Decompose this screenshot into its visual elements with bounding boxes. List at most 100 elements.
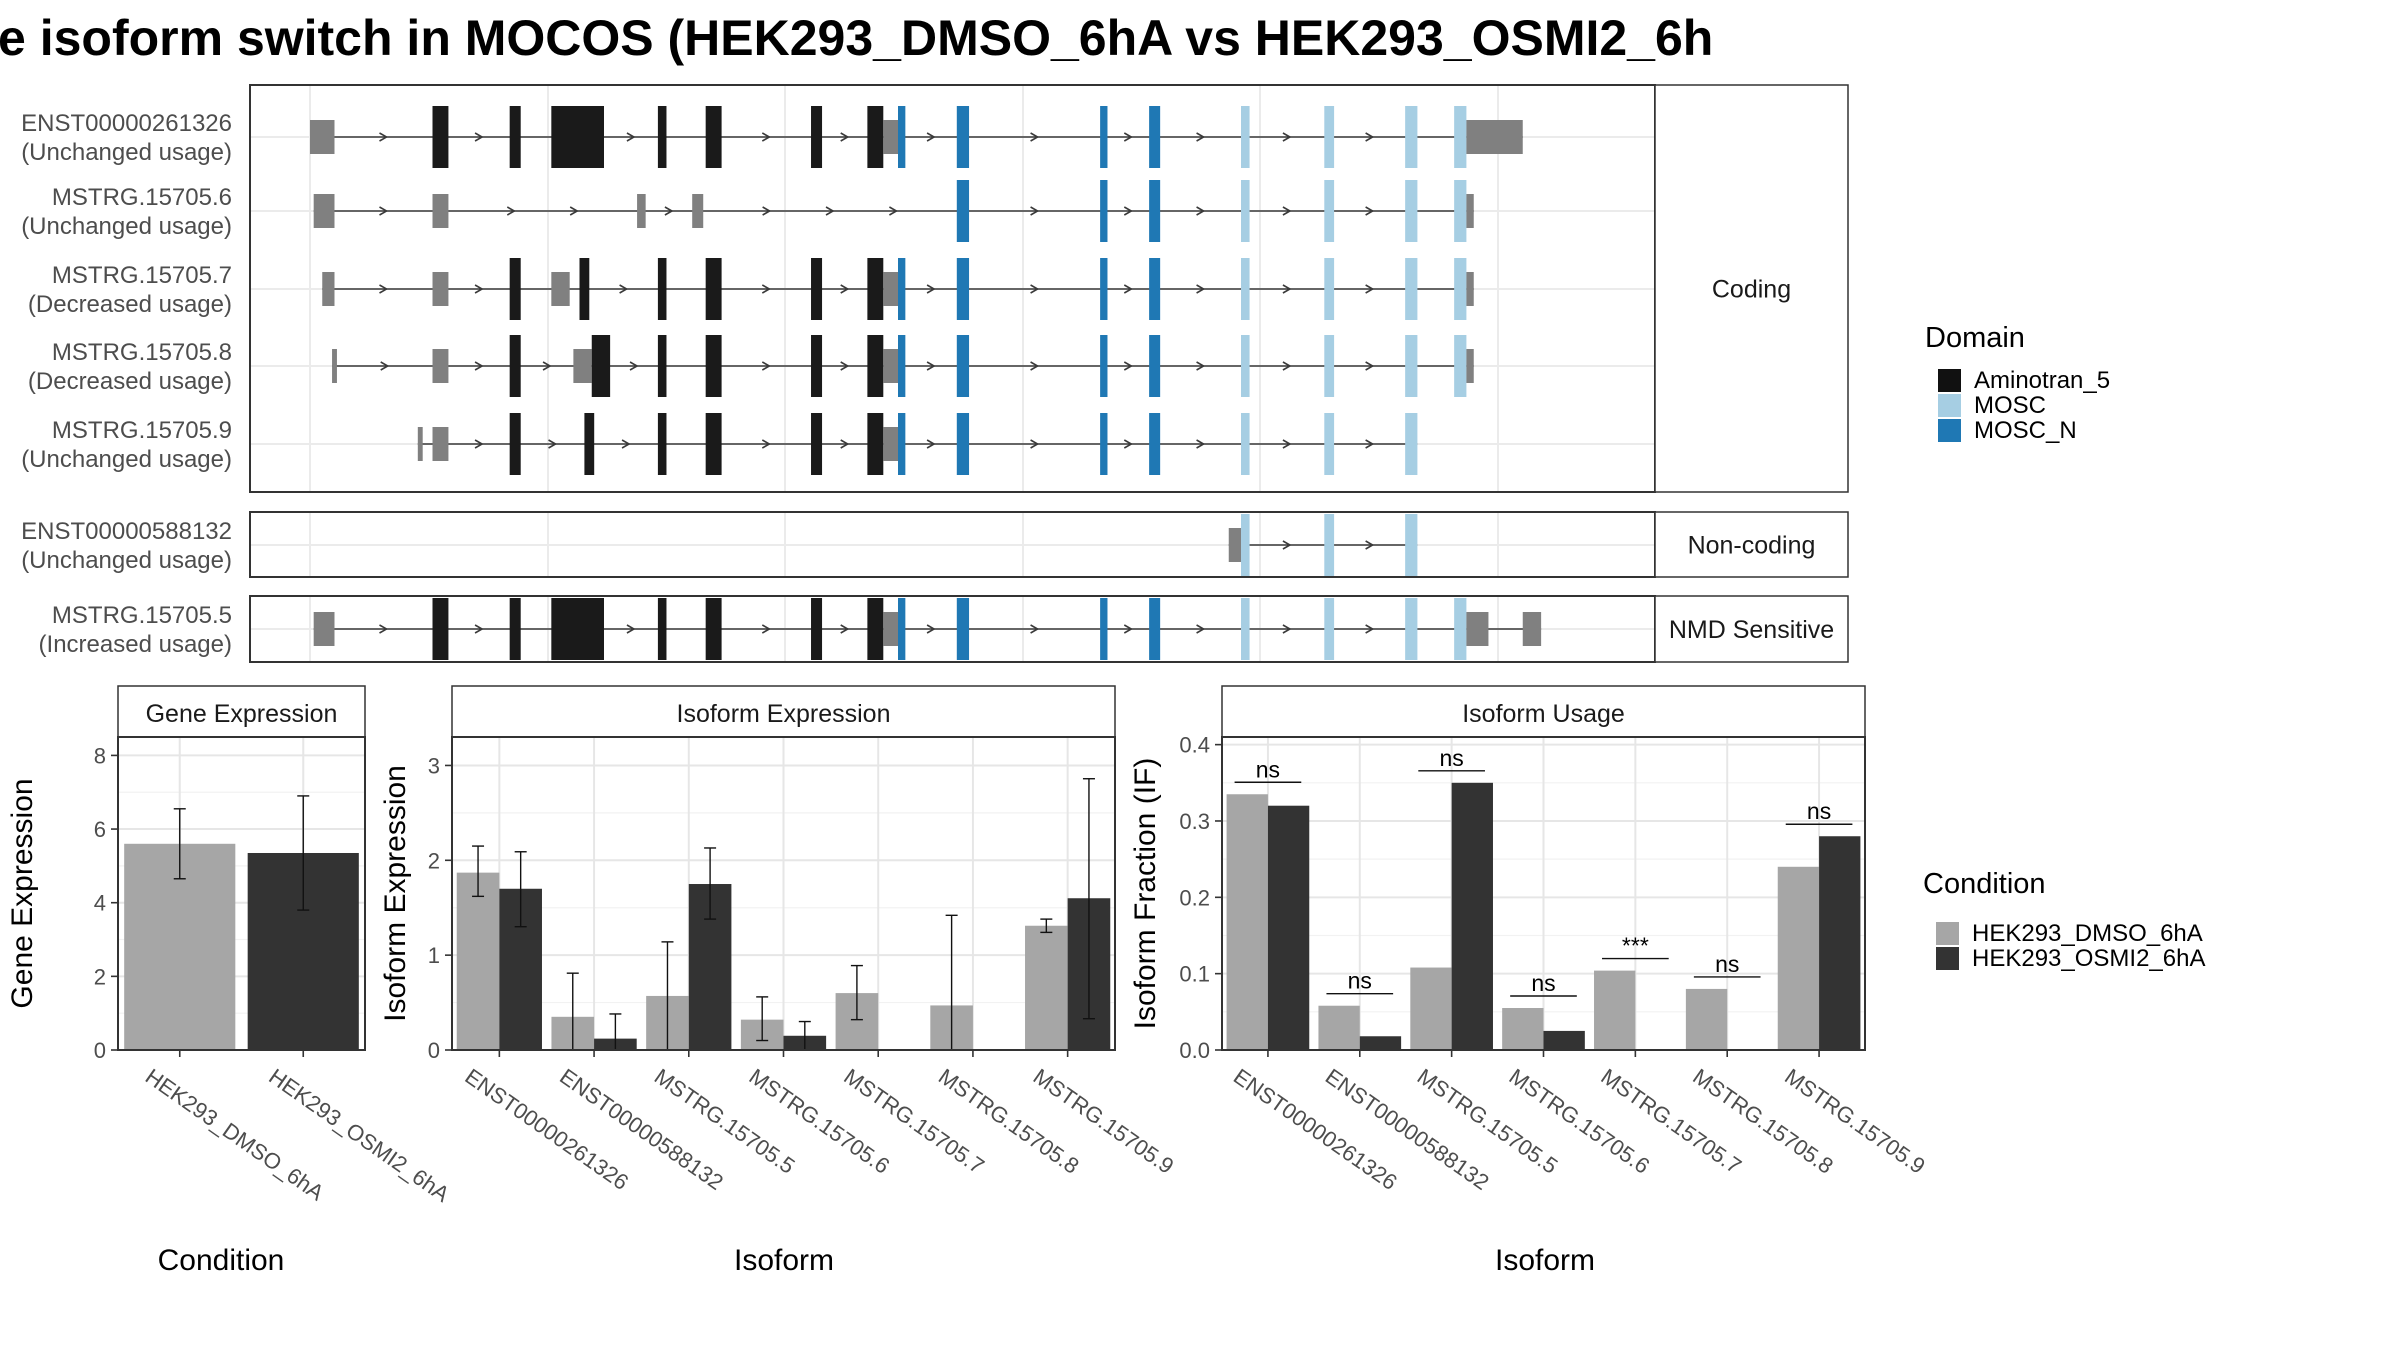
condition-legend-key-hek293-osmi2-6ha xyxy=(1936,947,1959,970)
bar-hek293-dmso-6ha xyxy=(1226,794,1268,1050)
chart-border xyxy=(1221,736,1866,1051)
cds-exon xyxy=(705,413,722,475)
intron-arrow xyxy=(926,439,936,449)
intron-arrow xyxy=(1030,206,1040,216)
x-tick-label: ENST00000261326 xyxy=(1229,1064,1402,1195)
bar-hek293-dmso-6ha xyxy=(456,872,500,1050)
intron-arrow xyxy=(761,284,771,294)
intron-arrow xyxy=(1365,284,1375,294)
domain-exon-mosc-n xyxy=(956,106,970,168)
domain-exon-mosc xyxy=(1324,335,1335,397)
cds-exon xyxy=(705,335,722,397)
domain-exon-mosc-n xyxy=(956,598,970,660)
domain-exon-mosc-n xyxy=(898,598,906,660)
transcript-id-label: MSTRG.15705.7 xyxy=(52,262,232,289)
domain-exon-mosc-n xyxy=(956,413,970,475)
transcript-usage-label: (Unchanged usage) xyxy=(21,446,232,473)
transcript-id-label: ENST00000261326 xyxy=(21,110,232,137)
domain-exon-mosc-n xyxy=(1149,335,1161,397)
y-axis-title: Gene Expression xyxy=(6,778,39,1008)
domain-exon-mosc xyxy=(1405,413,1418,475)
utr-exon xyxy=(883,120,898,154)
domain-legend-title: Domain xyxy=(1925,322,2025,354)
intron-arrow xyxy=(1282,206,1292,216)
utr-exon xyxy=(322,272,335,306)
intron-arrow xyxy=(1282,439,1292,449)
intron-arrow xyxy=(840,439,850,449)
domain-exon-mosc xyxy=(1454,598,1467,660)
intron-arrow xyxy=(379,624,389,634)
cds-exon xyxy=(657,258,667,320)
domain-exon-mosc xyxy=(1241,180,1250,242)
intron-arrow xyxy=(626,132,636,142)
intron-arrow xyxy=(1196,132,1206,142)
significance-label: ns xyxy=(1256,756,1280,782)
bar-hek293-dmso-6ha xyxy=(1685,988,1728,1050)
intron-arrow xyxy=(840,624,850,634)
y-tick-label: 6 xyxy=(94,817,106,842)
chart-strip xyxy=(1221,685,1866,738)
utr-exon xyxy=(1466,272,1474,306)
y-axis-title: Isoform Fraction (IF) xyxy=(1129,758,1162,1030)
intron-arrow xyxy=(1365,439,1375,449)
significance-label: ns xyxy=(1531,970,1555,996)
domain-exon-mosc xyxy=(1405,106,1418,168)
cds-exon xyxy=(811,413,823,475)
domain-exon-mosc-n xyxy=(1100,258,1108,320)
intron-arrow xyxy=(1365,624,1375,634)
intron-arrow xyxy=(542,361,552,371)
intron-arrow xyxy=(762,206,772,216)
utr-exon xyxy=(551,272,570,306)
domain-exon-mosc-n xyxy=(1100,598,1108,660)
cds-exon xyxy=(509,598,521,660)
intron-arrow xyxy=(1196,206,1206,216)
intron-arrow xyxy=(1123,132,1133,142)
intron-arrow xyxy=(1196,439,1206,449)
utr-exon xyxy=(1466,194,1474,228)
intron-arrow xyxy=(1282,361,1292,371)
intron-arrow xyxy=(889,206,899,216)
domain-exon-mosc-n xyxy=(956,180,970,242)
domain-exon-mosc-n xyxy=(1100,106,1108,168)
x-axis-title: Isoform xyxy=(1495,1244,1595,1277)
domain-exon-mosc-n xyxy=(1149,258,1161,320)
intron-arrow xyxy=(619,284,629,294)
cds-exon xyxy=(705,258,722,320)
cds-exon xyxy=(867,598,884,660)
y-tick-label: 2 xyxy=(94,964,106,989)
structure-strip-label: NMD Sensitive xyxy=(1669,616,1834,644)
utr-exon xyxy=(692,194,704,228)
domain-exon-mosc xyxy=(1405,335,1418,397)
intron-arrow xyxy=(825,206,835,216)
domain-exon-mosc-n xyxy=(898,335,906,397)
intron-arrow xyxy=(840,361,850,371)
bar-hek293-osmi2-6ha xyxy=(1543,1030,1585,1050)
transcript-usage-label: (Decreased usage) xyxy=(28,291,232,318)
transcript-id-label: ENST00000588132 xyxy=(21,518,232,545)
domain-exon-mosc xyxy=(1241,258,1250,320)
cds-exon xyxy=(657,106,667,168)
domain-exon-mosc xyxy=(1324,598,1335,660)
domain-exon-mosc xyxy=(1324,106,1335,168)
utr-exon xyxy=(883,272,898,306)
utr-exon xyxy=(1228,528,1241,562)
structure-strip-label: Coding xyxy=(1712,276,1791,304)
chart-border xyxy=(117,736,366,1051)
transcript-usage-label: (Unchanged usage) xyxy=(21,139,232,166)
domain-exon-mosc xyxy=(1405,180,1418,242)
cds-exon xyxy=(867,335,884,397)
bar-hek293-osmi2-6ha xyxy=(1359,1036,1402,1050)
utr-exon xyxy=(432,272,449,306)
transcript-usage-label: (Unchanged usage) xyxy=(21,547,232,574)
cds-exon xyxy=(579,258,590,320)
domain-exon-mosc xyxy=(1454,335,1467,397)
chart-title: Gene Expression xyxy=(146,700,338,728)
y-tick-label: 2 xyxy=(428,848,440,873)
domain-exon-mosc xyxy=(1324,180,1335,242)
intron-arrow xyxy=(548,439,558,449)
y-tick-label: 0.4 xyxy=(1179,733,1210,758)
intron-arrow xyxy=(840,284,850,294)
domain-exon-mosc-n xyxy=(956,258,970,320)
utr-exon xyxy=(883,612,898,646)
